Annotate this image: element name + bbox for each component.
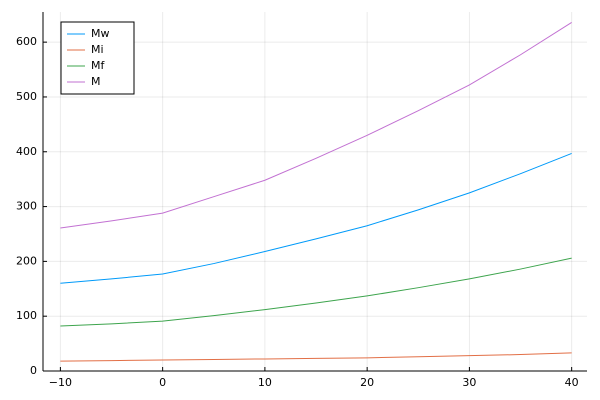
- x-tick-label: 0: [159, 376, 166, 389]
- y-tick-label: 200: [16, 254, 37, 267]
- legend-label: Mf: [91, 59, 105, 72]
- x-tick-label: 20: [360, 376, 374, 389]
- x-tick-label: 30: [462, 376, 476, 389]
- y-tick-label: 0: [30, 364, 37, 377]
- legend-label: M: [91, 75, 101, 88]
- y-tick-label: 100: [16, 309, 37, 322]
- x-tick-label: 40: [565, 376, 579, 389]
- legend: Mw Mi Mf M: [60, 21, 135, 95]
- x-tick-label: −10: [49, 376, 72, 389]
- y-tick-label: 300: [16, 200, 37, 213]
- series-line: [60, 257, 572, 327]
- legend-label: Mi: [91, 43, 104, 56]
- series-line: [60, 152, 572, 284]
- x-tick-label: 10: [258, 376, 272, 389]
- y-tick-label: 600: [16, 35, 37, 48]
- y-tick-label: 400: [16, 145, 37, 158]
- legend-label: Mw: [91, 27, 110, 40]
- series-line: [60, 352, 572, 362]
- y-tick-label: 500: [16, 90, 37, 103]
- series-line: [60, 21, 572, 229]
